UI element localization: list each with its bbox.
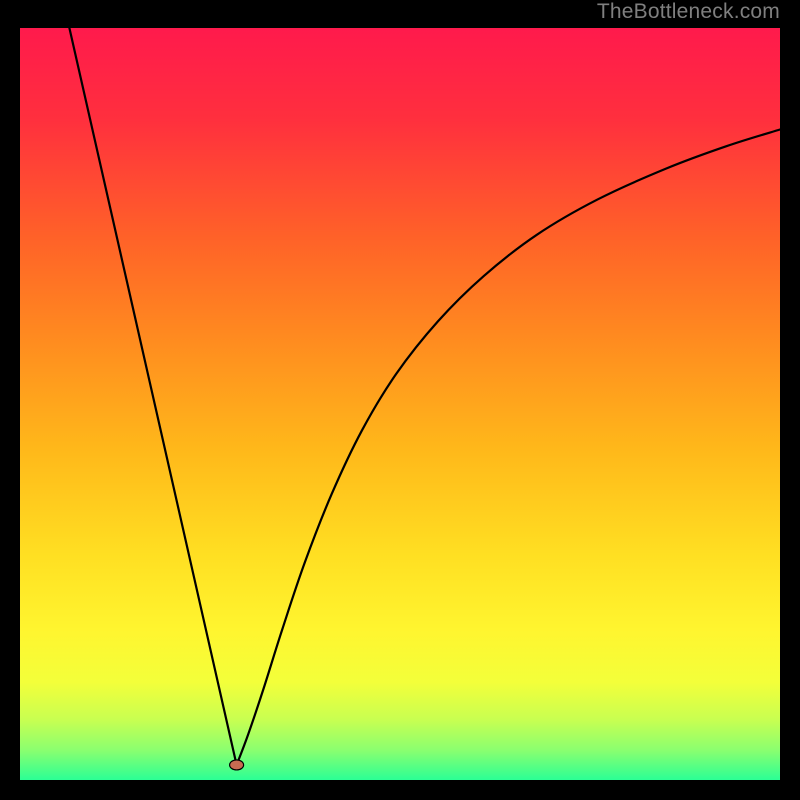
plot-area (20, 28, 780, 780)
chart-frame: TheBottleneck.com (0, 0, 800, 800)
bottleneck-curve (20, 28, 780, 780)
watermark-text: TheBottleneck.com (597, 0, 780, 24)
minimum-marker (230, 760, 244, 770)
curve-path (69, 28, 780, 765)
